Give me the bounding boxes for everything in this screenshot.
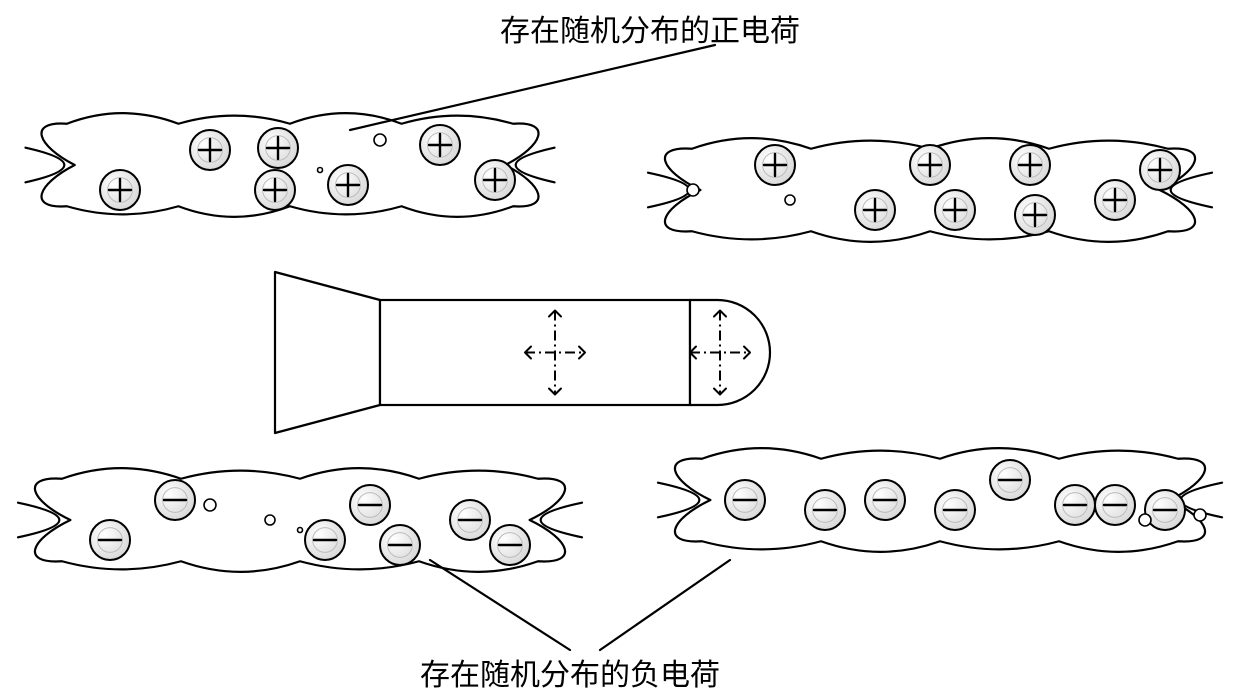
- positive-charge: [1015, 195, 1055, 235]
- bottom-caption: 存在随机分布的负电荷: [420, 650, 720, 694]
- small-dot: [785, 195, 795, 205]
- positive-charge: [855, 190, 895, 230]
- negative-charge: [305, 520, 345, 560]
- negative-charge: [1055, 485, 1095, 525]
- small-dot: [298, 528, 303, 533]
- small-dot: [1194, 509, 1206, 521]
- small-dot: [265, 515, 275, 525]
- positive-charge: [910, 145, 950, 185]
- leader-line-top: [350, 45, 715, 130]
- leader-line-bottom-left: [430, 560, 570, 650]
- negative-charge: [865, 480, 905, 520]
- positive-charge: [1095, 180, 1135, 220]
- diagram-svg: [0, 0, 1240, 692]
- negative-charge: [450, 500, 490, 540]
- small-dot: [687, 184, 699, 196]
- negative-charge: [805, 490, 845, 530]
- negative-charge: [990, 460, 1030, 500]
- negative-charge: [350, 485, 390, 525]
- diagram-canvas: 存在随机分布的正电荷 存在随机分布的负电荷: [0, 0, 1240, 692]
- positive-charge: [1010, 145, 1050, 185]
- negative-charge: [155, 480, 195, 520]
- small-dot: [204, 499, 216, 511]
- small-dot: [318, 168, 323, 173]
- negative-charge: [725, 480, 765, 520]
- positive-charge: [935, 190, 975, 230]
- positive-charge: [755, 145, 795, 185]
- positive-charge: [475, 160, 515, 200]
- top-caption: 存在随机分布的正电荷: [500, 6, 800, 50]
- negative-charge: [90, 520, 130, 560]
- positive-charge: [1140, 150, 1180, 190]
- leader-line-bottom-right: [600, 560, 730, 650]
- negative-charge: [490, 525, 530, 565]
- negative-charge: [935, 490, 975, 530]
- negative-charge: [1095, 485, 1135, 525]
- positive-charge: [328, 165, 368, 205]
- small-dot: [1139, 514, 1151, 526]
- positive-charge: [255, 170, 295, 210]
- positive-charge: [190, 130, 230, 170]
- positive-charge: [100, 170, 140, 210]
- negative-charge: [1145, 490, 1185, 530]
- positive-charge: [258, 128, 298, 168]
- small-dot: [374, 134, 386, 146]
- rocket: [275, 272, 770, 433]
- negative-charge: [380, 525, 420, 565]
- positive-charge: [420, 125, 460, 165]
